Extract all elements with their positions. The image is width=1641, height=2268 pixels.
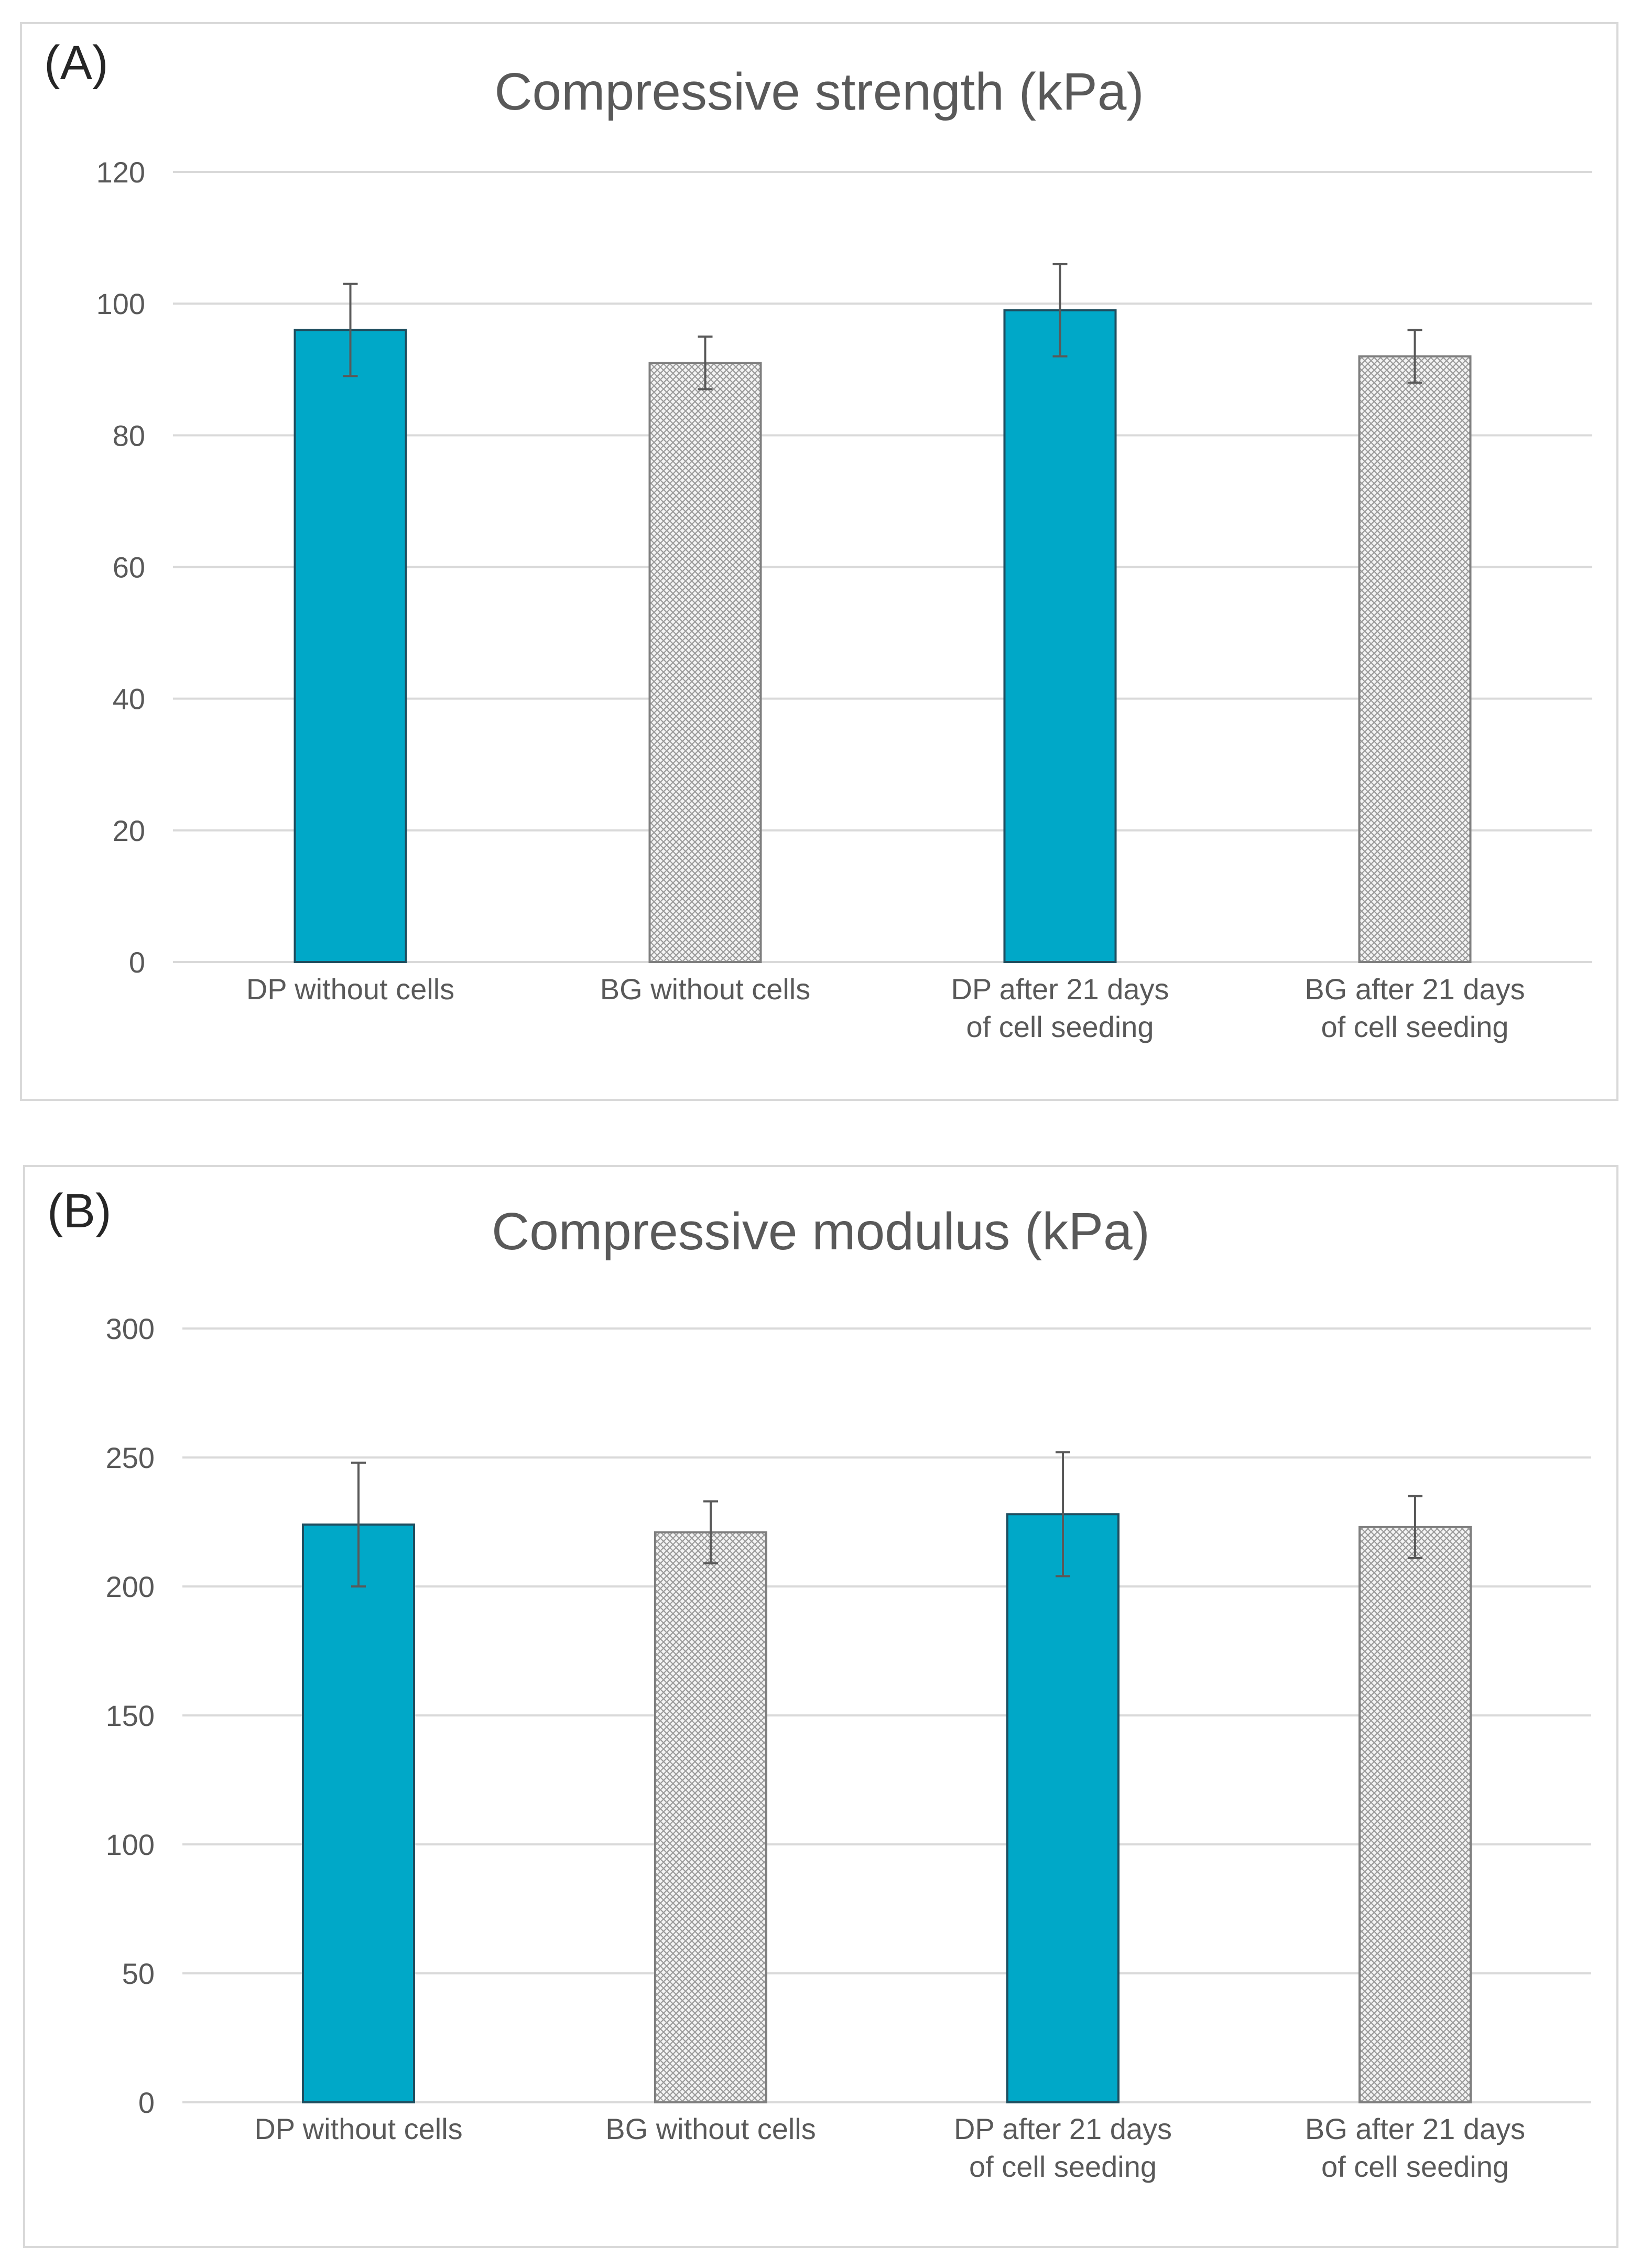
y-tick-label: 20 (113, 814, 145, 847)
y-tick-label: 40 (113, 683, 145, 716)
bar (302, 1523, 415, 2103)
y-tick-label: 250 (106, 1441, 155, 1474)
x-category-label: DP after 21 days of cell seeding (954, 2112, 1172, 2183)
x-category-label: BG after 21 days of cell seeding (1305, 973, 1525, 1043)
y-tick-label: 120 (96, 156, 145, 189)
y-tick-label: 0 (129, 946, 145, 979)
error-bar (351, 1461, 366, 1587)
bar (1003, 309, 1117, 963)
bar (294, 329, 407, 963)
bar (1358, 355, 1472, 964)
chart-panel-a: (A) Compressive strength (kPa) 0 20 40 60 80… (20, 22, 1618, 1101)
y-tick-label: 100 (96, 287, 145, 320)
x-category-label: BG without cells (605, 2112, 816, 2145)
y-tick-label: 150 (106, 1699, 155, 1732)
error-bar (703, 1500, 718, 1564)
error-bar (343, 283, 358, 377)
error-bar (1408, 1495, 1422, 1559)
y-tick-label: 60 (113, 551, 145, 584)
x-category-label: DP without cells (246, 973, 454, 1006)
error-bar (1056, 1451, 1070, 1578)
panel-label-b: (B) (47, 1184, 112, 1238)
y-tick-label: 80 (113, 419, 145, 452)
chart-title-b: Compressive modulus (kPa) (492, 1202, 1150, 1261)
bar (1006, 1513, 1120, 2103)
y-tick-label: 300 (106, 1312, 155, 1345)
error-bar (1052, 263, 1068, 358)
chart-plot-a: 0 20 40 60 80 100 120 DP without cells BG withou… (96, 156, 1592, 1043)
bar (1359, 1526, 1472, 2104)
bar (654, 1531, 767, 2103)
y-tick-label: 50 (122, 1957, 155, 1990)
y-tick-label: 200 (106, 1570, 155, 1603)
chart-title-a: Compressive strength (kPa) (494, 62, 1144, 121)
chart-plot-b: 0 50 100 150 200 250 300 DP without cells BG wit… (106, 1312, 1591, 2183)
x-category-label: BG after 21 days of cell seeding (1305, 2112, 1525, 2183)
x-category-label: DP after 21 days of cell seeding (951, 973, 1169, 1043)
y-tick-label: 0 (138, 2086, 155, 2119)
y-tick-label: 100 (106, 1828, 155, 1861)
x-category-label: DP without cells (254, 2112, 462, 2145)
bar (648, 362, 762, 963)
error-bar (698, 335, 713, 391)
chart-panel-b: (B) Compressive modulus (kPa) 0 50 100 150 2… (23, 1165, 1618, 2248)
x-category-label: BG without cells (600, 973, 811, 1006)
panel-label-a: (A) (44, 36, 108, 90)
error-bar (1407, 329, 1422, 384)
